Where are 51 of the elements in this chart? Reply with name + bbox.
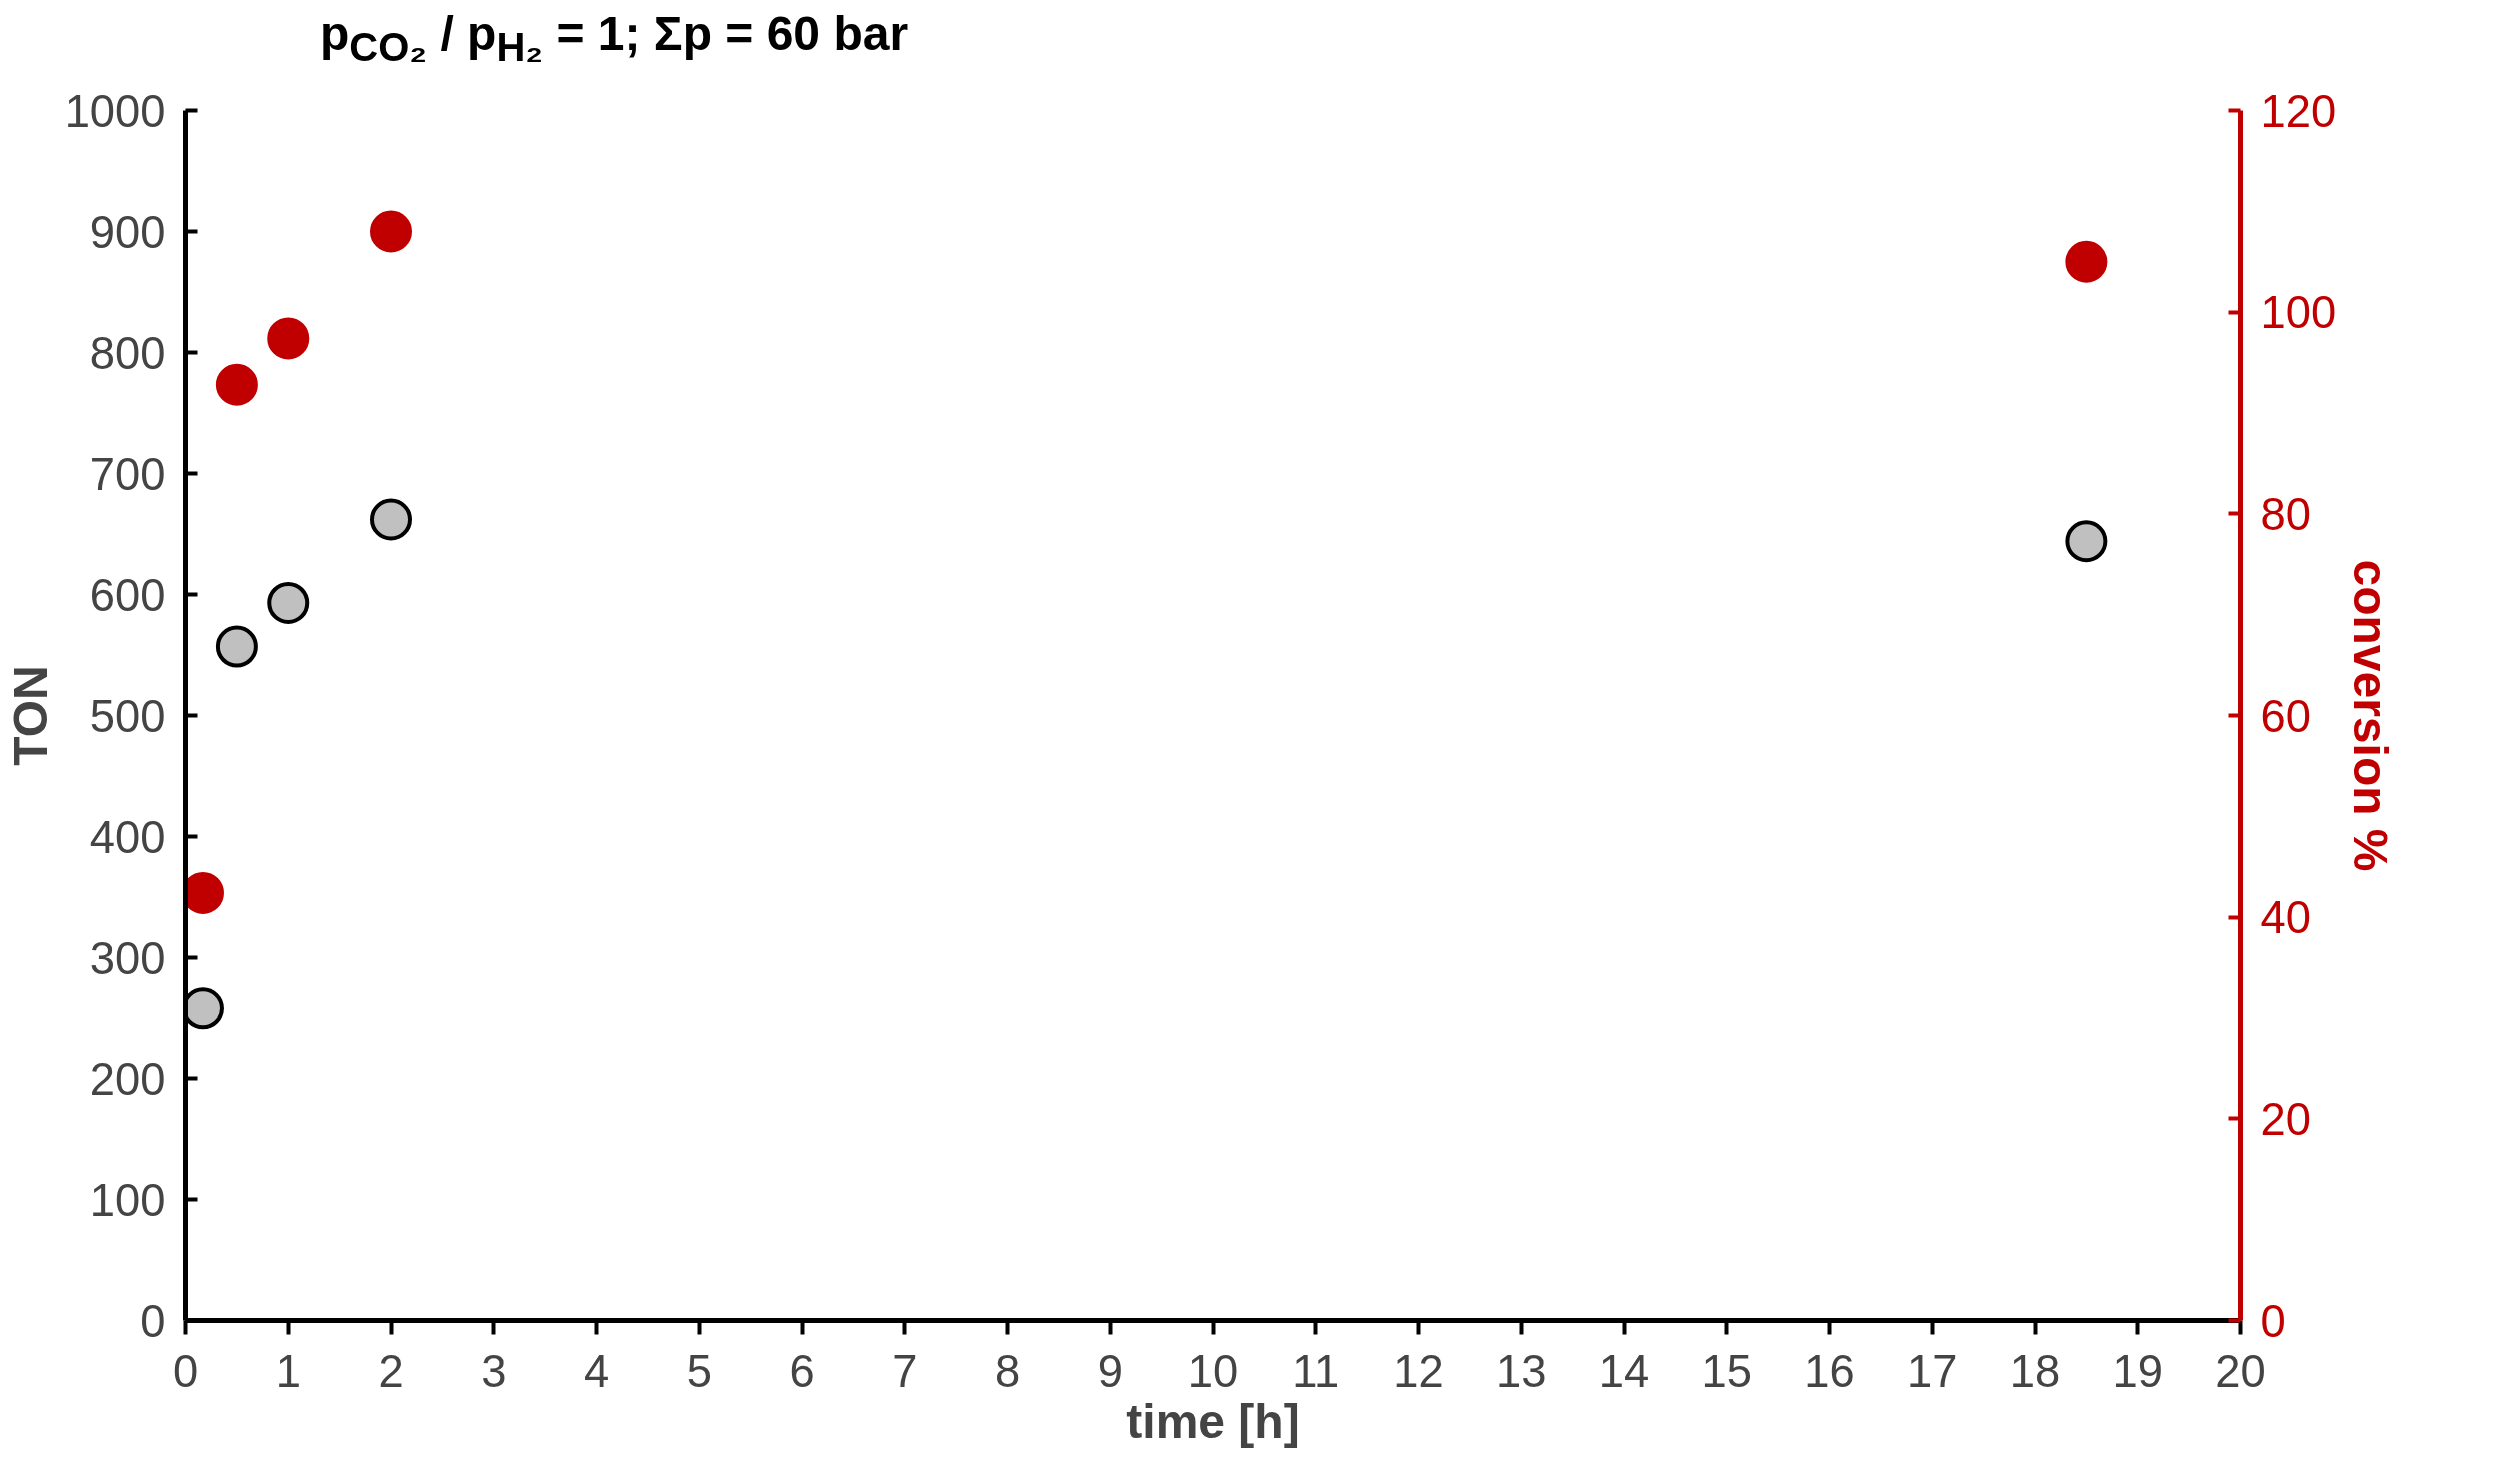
y-tick-label: 800 — [89, 327, 166, 379]
point — [370, 210, 412, 253]
x-tick-label: 0 — [172, 1345, 199, 1397]
y-tick-label: 600 — [89, 569, 166, 621]
y-tick-label: 1000 — [64, 85, 166, 137]
x-tick-label: 2 — [378, 1345, 404, 1397]
x-tick-label: 3 — [481, 1345, 507, 1397]
y-tick-label: 200 — [89, 1053, 166, 1105]
point — [370, 498, 412, 541]
y-tick-label: 400 — [89, 811, 166, 863]
x-tick-label: 1 — [275, 1345, 301, 1397]
x-tick-label: 17 — [1907, 1345, 1958, 1397]
y2-tick-label: 80 — [2260, 488, 2311, 540]
x-tick-label: 10 — [1187, 1345, 1239, 1397]
x-tick-label: 4 — [583, 1345, 610, 1397]
y2-tick-label: 120 — [2260, 85, 2337, 137]
x-tick-label: 13 — [1496, 1345, 1547, 1397]
point — [2065, 240, 2108, 283]
y-tick-label: 300 — [89, 932, 166, 984]
point — [267, 582, 310, 624]
x-axis-title: time [h] — [1126, 1394, 1300, 1448]
x-tick-label: 18 — [2009, 1345, 2061, 1397]
point — [2065, 520, 2108, 563]
y-tick-label: 0 — [140, 1295, 166, 1347]
point — [215, 625, 258, 668]
x-tick-label: 19 — [2112, 1345, 2163, 1397]
y2-tick-label: 100 — [2260, 287, 2337, 339]
x-tick-label: 20 — [2215, 1345, 2266, 1397]
y2-tick-label: 20 — [2260, 1093, 2311, 1145]
x-tick-label: 12 — [1393, 1345, 1444, 1397]
x-tick-label: 7 — [892, 1345, 918, 1397]
y-tick-label: 100 — [89, 1174, 166, 1226]
y2-axis-title: conversion % — [2344, 559, 2398, 872]
x-tick-label: 9 — [1097, 1345, 1123, 1397]
y-tick-label: 700 — [89, 448, 166, 500]
y-tick-label: 500 — [89, 690, 166, 742]
y2-tick-label: 0 — [2260, 1295, 2286, 1347]
chart-title: p$_{CO₂}$ / p$_{H₂}$ = 1; Σp = 60 bar — [320, 6, 909, 71]
point — [267, 317, 310, 360]
y-axis-title: TON — [3, 665, 57, 766]
x-tick-label: 16 — [1804, 1345, 1855, 1397]
point — [215, 363, 258, 406]
y2-tick-label: 60 — [2260, 690, 2311, 742]
x-tick-label: 8 — [994, 1345, 1021, 1397]
x-tick-label: 6 — [789, 1345, 815, 1397]
x-tick-label: 15 — [1701, 1345, 1752, 1397]
x-tick-label: 5 — [686, 1345, 712, 1397]
x-tick-label: 11 — [1292, 1345, 1340, 1397]
y-tick-label: 900 — [89, 206, 166, 258]
x-tick-label: 14 — [1598, 1345, 1650, 1397]
y2-tick-label: 40 — [2260, 892, 2311, 944]
